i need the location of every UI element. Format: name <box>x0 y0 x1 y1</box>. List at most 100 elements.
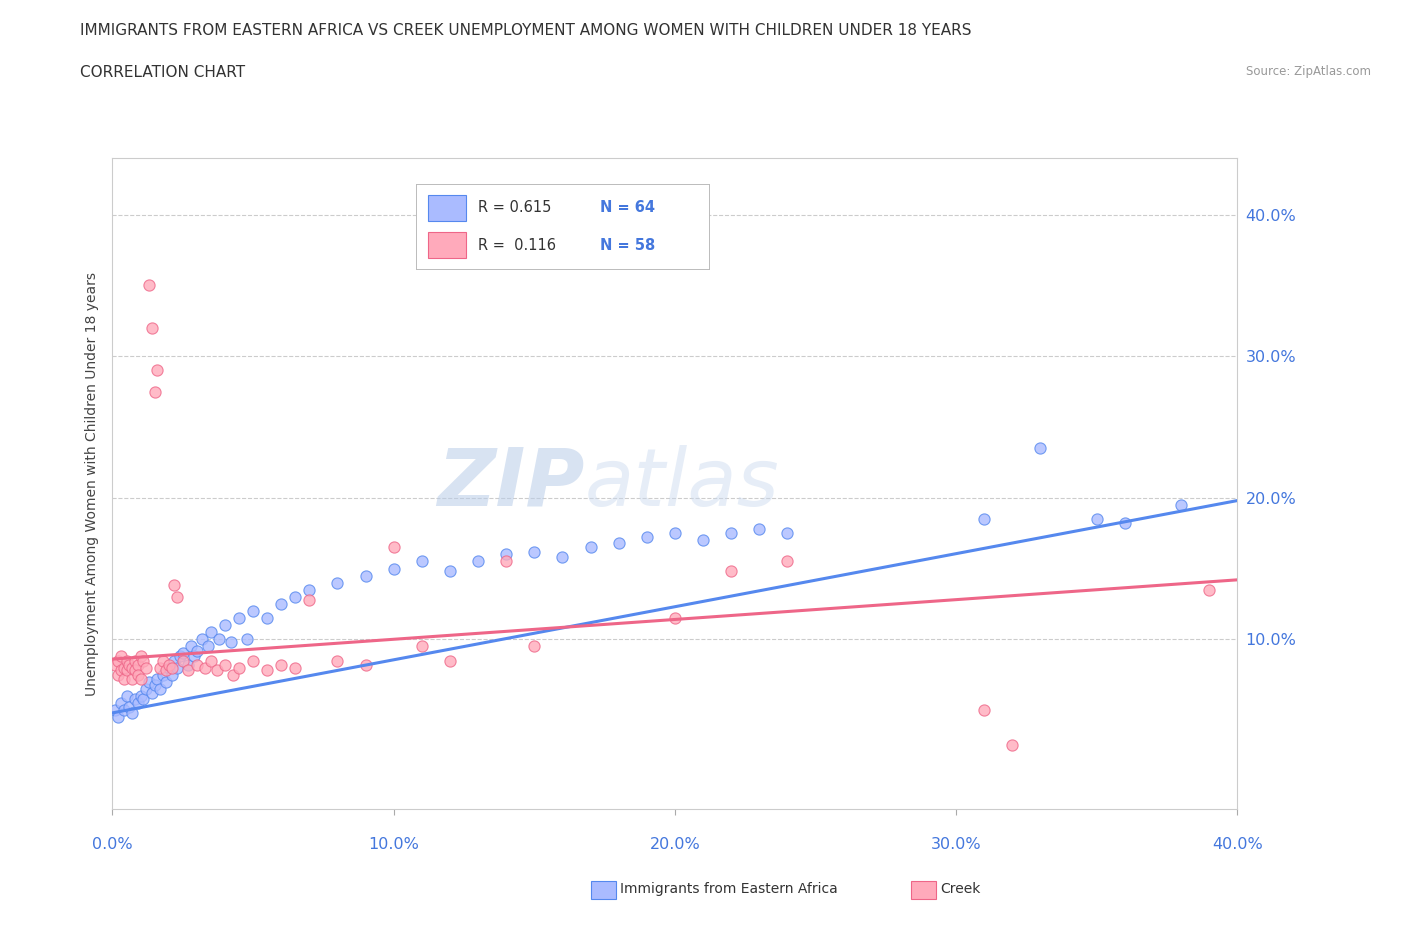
Point <box>127 667 149 682</box>
Point <box>132 653 155 668</box>
Text: Creek: Creek <box>941 882 981 897</box>
Point <box>270 596 292 611</box>
Point <box>166 590 188 604</box>
Point <box>411 639 433 654</box>
Text: Immigrants from Eastern Africa: Immigrants from Eastern Africa <box>620 882 838 897</box>
Point <box>664 611 686 626</box>
Point <box>124 663 146 678</box>
Point <box>141 321 163 336</box>
Point <box>124 691 146 706</box>
Point <box>152 667 174 682</box>
Point <box>200 653 222 668</box>
Text: atlas: atlas <box>585 445 780 523</box>
Point <box>129 649 152 664</box>
Point <box>439 564 461 578</box>
Point <box>186 658 208 672</box>
Point <box>143 384 166 399</box>
Point <box>439 653 461 668</box>
Point <box>135 682 157 697</box>
Point <box>298 582 321 597</box>
Point <box>107 667 129 682</box>
Point <box>197 639 219 654</box>
Point <box>112 660 135 675</box>
Point <box>110 696 132 711</box>
Point <box>107 653 129 668</box>
Point <box>118 658 141 672</box>
Point <box>163 653 186 668</box>
Point <box>298 592 321 607</box>
Bar <box>427 195 465 220</box>
Point <box>973 702 995 717</box>
Point <box>222 667 245 682</box>
Point <box>636 530 658 545</box>
Point <box>523 544 546 559</box>
Point <box>186 644 208 658</box>
Point <box>607 536 630 551</box>
Point <box>143 677 166 692</box>
Point <box>284 590 307 604</box>
Point <box>1198 582 1220 597</box>
Point <box>354 568 377 583</box>
Point <box>155 663 177 678</box>
Point <box>256 611 278 626</box>
Point <box>146 363 169 378</box>
Point <box>326 653 349 668</box>
Point <box>110 663 132 678</box>
Point <box>242 604 264 618</box>
Point <box>160 667 183 682</box>
Point <box>228 611 250 626</box>
Point <box>1170 498 1192 512</box>
Point <box>382 539 405 554</box>
Point <box>104 702 127 717</box>
Point <box>236 631 259 646</box>
Point <box>214 658 236 672</box>
Point <box>169 649 191 664</box>
Point <box>354 658 377 672</box>
Point <box>157 658 180 672</box>
Text: 10.0%: 10.0% <box>368 837 419 852</box>
Point <box>129 671 152 686</box>
Point <box>172 653 194 668</box>
Point <box>183 649 205 664</box>
Point <box>121 706 143 721</box>
Point <box>177 663 200 678</box>
Point <box>110 649 132 664</box>
Y-axis label: Unemployment Among Women with Children Under 18 years: Unemployment Among Women with Children U… <box>86 272 100 696</box>
Point <box>1085 512 1108 526</box>
Point <box>135 660 157 675</box>
Point <box>551 550 574 565</box>
Point <box>194 660 217 675</box>
Text: Source: ZipAtlas.com: Source: ZipAtlas.com <box>1246 65 1371 78</box>
Point <box>214 618 236 632</box>
Point <box>149 660 172 675</box>
Point <box>177 658 200 672</box>
Text: R =  0.116: R = 0.116 <box>478 237 555 253</box>
Text: N = 64: N = 64 <box>600 200 655 216</box>
Text: 0.0%: 0.0% <box>93 837 132 852</box>
Point <box>138 278 160 293</box>
Point <box>973 512 995 526</box>
Text: 40.0%: 40.0% <box>1212 837 1263 852</box>
Point <box>115 688 138 703</box>
Point <box>382 561 405 576</box>
Point <box>467 554 489 569</box>
Point <box>495 547 517 562</box>
Point <box>160 660 183 675</box>
Point <box>149 682 172 697</box>
Point <box>152 653 174 668</box>
Point <box>129 688 152 703</box>
Point <box>138 674 160 689</box>
Point <box>326 576 349 591</box>
Point <box>104 658 127 672</box>
Point <box>121 671 143 686</box>
Text: ZIP: ZIP <box>437 445 585 523</box>
Point <box>720 564 742 578</box>
Text: N = 58: N = 58 <box>600 237 655 253</box>
Point <box>146 671 169 686</box>
Point <box>664 525 686 540</box>
Point <box>228 660 250 675</box>
Point <box>242 653 264 668</box>
Point <box>115 653 138 668</box>
Point <box>157 660 180 675</box>
Point <box>155 674 177 689</box>
